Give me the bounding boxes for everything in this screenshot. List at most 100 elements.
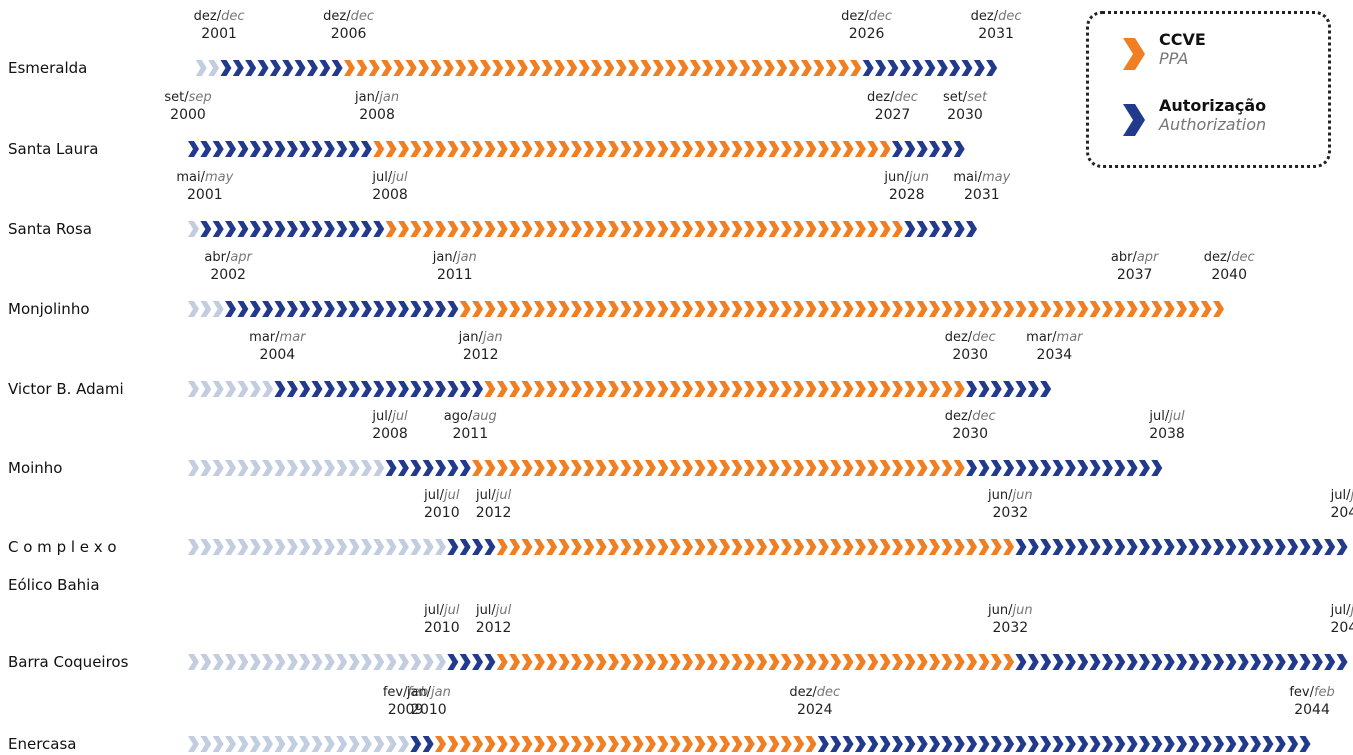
timeline-chevron-ppa [397, 221, 409, 237]
plant-name: Santa Rosa [8, 220, 92, 238]
timeline-chevron-auth [1138, 460, 1150, 476]
timeline-chevron-pre [373, 539, 385, 555]
timeline-chevron-ppa [570, 654, 582, 670]
timeline-chevron-ppa [590, 60, 602, 76]
timeline-chevron-auth [1052, 539, 1064, 555]
timeline-chevron-ppa [768, 381, 780, 397]
timeline-chevron-ppa [595, 460, 607, 476]
timeline-chevron-auth [936, 60, 948, 76]
timeline-chevron-auth [410, 736, 422, 752]
timeline-chevron-ppa [941, 539, 953, 555]
timeline-chevron-auth [294, 60, 306, 76]
timeline-chevron-ppa [1064, 301, 1076, 317]
timeline-chevron-ppa [607, 301, 619, 317]
timeline-chevron-ppa [867, 301, 879, 317]
timeline-chevron-auth [966, 381, 978, 397]
timeline-chevron-auth [249, 221, 261, 237]
timeline-chevron-auth [1299, 654, 1311, 670]
timeline-chevron-ppa [496, 736, 508, 752]
timeline-chevron-ppa [521, 301, 533, 317]
timeline-row: Barra Coqueiros jul/jul 2010 jul/jul 2012 jun… [8, 603, 1353, 671]
timeline-chevron-auth [1101, 736, 1113, 752]
timeline-chevron-auth [978, 381, 990, 397]
timeline-chevron-auth [1114, 736, 1126, 752]
timeline-chevron-auth [1225, 539, 1237, 555]
plant-name: Santa Laura [8, 140, 98, 158]
timeline-chevron-pre [200, 736, 212, 752]
timeline-chevron-auth [924, 60, 936, 76]
timeline-chevron-auth [1003, 381, 1015, 397]
timeline-chevron-auth [323, 221, 335, 237]
timeline-chevron-auth [1237, 539, 1249, 555]
timeline-chevron-pre [348, 654, 360, 670]
date-year-label: 2001 [187, 187, 223, 203]
timeline-chevron-auth [1138, 654, 1150, 670]
timeline-chevron-ppa [472, 221, 484, 237]
timeline-chevron-auth [472, 539, 484, 555]
date-month-label: dez/dec [841, 9, 892, 24]
timeline-chevron-ppa [743, 736, 755, 752]
date-month-label: jul/jul [475, 603, 512, 618]
timeline-chevron-auth [1015, 381, 1027, 397]
timeline-chevron-auth [484, 654, 496, 670]
timeline-chevron-auth [1114, 460, 1126, 476]
timeline-chevron-ppa [830, 539, 842, 555]
timeline-chevron-ppa [632, 654, 644, 670]
timeline-chevron-ppa [837, 60, 849, 76]
timeline-chevron-auth [1225, 736, 1237, 752]
date-month-label: jul/jul [423, 603, 460, 618]
timeline-chevron-pre [212, 539, 224, 555]
timeline-chevron-auth [1101, 654, 1113, 670]
timeline-chevron-ppa [521, 221, 533, 237]
timeline-chevron-auth [459, 381, 471, 397]
timeline-row: Santa Rosa mai/may 2001 jul/jul 2008 jun/jun 2… [8, 170, 1011, 238]
timeline-chevron-ppa [1003, 539, 1015, 555]
timeline-chevron-auth [1336, 654, 1348, 670]
timeline-chevron-auth [459, 539, 471, 555]
date-month-label: jul/jul [371, 170, 408, 185]
timeline-chevron-pre [360, 736, 372, 752]
timeline-chevron-auth [1064, 654, 1076, 670]
timeline-chevron-auth [899, 60, 911, 76]
timeline-chevron-pre [397, 539, 409, 555]
timeline-chevron-ppa [1027, 301, 1039, 317]
timeline-chevron-auth [447, 381, 459, 397]
timeline-chevron-ppa [854, 301, 866, 317]
timeline-chevron-pre [311, 460, 323, 476]
date-month-label: jun/jun [987, 603, 1033, 618]
date-year-label: 2012 [476, 505, 512, 521]
timeline-chevron-ppa [793, 654, 805, 670]
timeline-chevron-ppa [793, 301, 805, 317]
timeline-chevron-ppa [842, 221, 854, 237]
timeline-chevron-ppa [817, 141, 829, 157]
timeline-chevron-auth [1237, 654, 1249, 670]
plant-name: Barra Coqueiros [8, 653, 129, 671]
timeline-chevron-ppa [509, 736, 521, 752]
timeline-chevron-ppa [504, 60, 516, 76]
timeline-chevron-auth [397, 381, 409, 397]
timeline-chevron-ppa [546, 460, 558, 476]
timeline-chevron-ppa [558, 301, 570, 317]
timeline-chevron-pre [200, 301, 212, 317]
timeline-chevron-ppa [756, 736, 768, 752]
date-year-label: 2044 [1294, 702, 1330, 718]
timeline-chevron-ppa [891, 301, 903, 317]
timeline-chevron-ppa [830, 221, 842, 237]
timeline-chevron-ppa [644, 539, 656, 555]
timeline-chevron-auth [1126, 654, 1138, 670]
timeline-chevron-ppa [558, 539, 570, 555]
timeline-chevron-auth [1262, 736, 1274, 752]
timeline-chevron-ppa [813, 60, 825, 76]
timeline-chevron-auth [904, 736, 916, 752]
timeline-chevron-auth [1287, 654, 1299, 670]
orange-chevron-icon [1123, 38, 1145, 70]
timeline-chevron-ppa [570, 141, 582, 157]
timeline-chevron-ppa [780, 654, 792, 670]
timeline-chevron-auth [397, 301, 409, 317]
timeline-chevron-ppa [842, 539, 854, 555]
timeline-chevron-ppa [509, 460, 521, 476]
timeline-chevron-pre [237, 539, 249, 555]
timeline-chevron-ppa [780, 221, 792, 237]
date-month-label: dez/dec [945, 409, 996, 424]
timeline-chevron-auth [1101, 460, 1113, 476]
